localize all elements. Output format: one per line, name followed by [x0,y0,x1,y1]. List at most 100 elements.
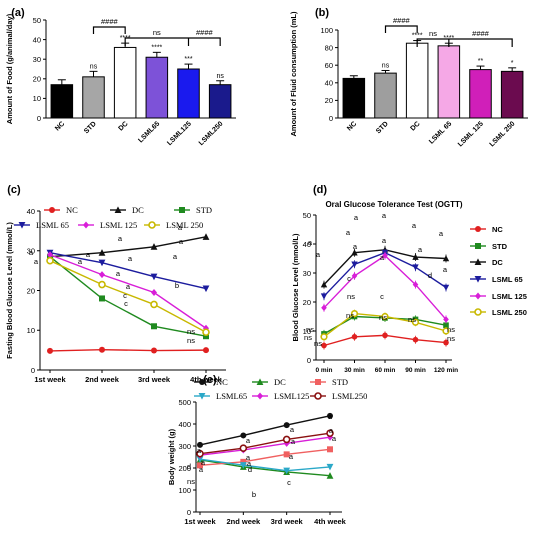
significance-letter: a [328,412,333,421]
x-tick-label: 0 min [316,367,333,374]
x-tick-label: LSML125 [166,120,193,147]
significance-letter: c [287,478,291,487]
legend-entry: NC [470,225,503,234]
panel-c: (c) 0 10 20 30 40 Fasting Blood Glucose Level … [5,184,226,384]
legend-entry: STD [174,205,212,215]
series-line [49,260,207,333]
legend-marker [83,221,89,229]
significance-letter: a [246,436,251,445]
y-tick-label: 60 [325,61,333,70]
data-point [442,327,450,335]
x-tick-label: 1st week [34,375,66,384]
y-tick-label: 200 [178,464,191,473]
data-point [351,261,358,268]
significance-letter: ns [408,315,416,324]
data-point [203,347,209,354]
series-line [49,236,207,258]
data-point [99,295,105,302]
x-tick-label: 1st week [184,517,216,526]
bar [145,56,169,119]
significance-letter: d [248,465,252,474]
data-point [327,446,333,453]
legend-entry: STD [310,377,348,387]
legend-entry: NC [44,205,78,215]
legend-marker [179,207,185,213]
significance-letter: a [353,242,358,251]
bar [177,68,200,119]
data-point [283,451,290,458]
legend-entry: LSML 250 [470,308,527,317]
panel-letter: (b) [315,7,329,19]
data-point [202,233,210,240]
y-tick-label: 40 [325,79,333,88]
legend-entry: LSML 250 [144,220,203,230]
significance-letter: ns [187,336,195,345]
data-point [46,256,54,265]
significance-letter: ns [347,292,355,301]
legend-marker [198,393,206,400]
significance-letter: c [124,299,128,308]
significance-letter: a [316,250,321,259]
significance-letter: a [178,223,183,232]
significance-label: * [511,60,514,67]
data-point [326,472,334,479]
data-point [98,259,106,267]
data-point [381,312,389,321]
data-point [412,336,419,343]
legend-entry: LSML65 [194,391,247,401]
significance-letter: a [289,452,294,461]
significance-letter: a [86,250,91,259]
series-line [199,415,331,446]
significance-bracket [124,37,221,46]
bar [405,42,429,119]
legend-label: NC [66,205,78,215]
data-point [151,288,157,296]
x-tick-label: NC [54,120,66,132]
data-point [382,332,388,339]
significance-label: *** [184,56,192,63]
significance-letter: a [246,453,251,462]
significance-letter: c [347,274,351,283]
legend-label: STD [196,205,212,215]
panel-letter: (a) [11,7,25,19]
legend-marker [18,222,26,229]
y-tick-label: 30 [303,269,311,278]
bar [469,69,492,119]
y-tick-label: 30 [33,55,41,64]
legend-marker [474,258,482,265]
y-tick-label: 0 [307,356,311,365]
x-tick-label: LSML250 [198,120,225,147]
bar [50,84,74,119]
x-tick-label: 60 min [375,367,396,374]
chart-title: Oral Glucose Tolerance Test (OGTT) [325,200,462,209]
data-point [99,346,105,353]
y-tick-label: 10 [33,94,41,103]
data-point [150,243,158,250]
y-axis-label: Body weight (g) [167,428,176,485]
significance-letter: a [346,228,351,237]
legend-entry: DC [470,258,503,267]
series-lsml125 [197,433,333,459]
legend-entry: LSML125 [252,391,309,401]
legend-label: DC [132,205,144,215]
data-point [351,249,358,256]
x-tick-label: 120 min [434,367,458,374]
data-point [442,255,450,262]
legend-label: LSML125 [274,391,309,401]
series-line [49,349,207,352]
y-tick-label: 500 [178,398,191,407]
y-tick-label: 0 [329,114,333,123]
series-std [47,253,209,340]
significance-letter: b [175,281,179,290]
series-line [199,458,331,472]
series-nc [321,331,449,350]
data-point [240,432,247,439]
legend-marker [49,207,55,213]
y-tick-label: 400 [178,420,191,429]
significance-letter: a [29,248,34,257]
bar [113,46,137,119]
data-point [202,285,210,293]
bracket-label: ns [153,28,161,37]
legend-label: LSML 250 [166,220,203,230]
